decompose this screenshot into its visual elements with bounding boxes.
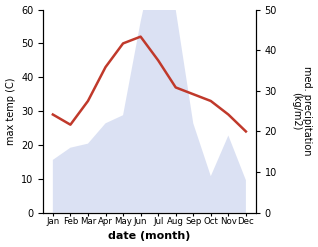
X-axis label: date (month): date (month)	[108, 231, 190, 242]
Y-axis label: max temp (C): max temp (C)	[5, 77, 16, 145]
Y-axis label: med. precipitation
(kg/m2): med. precipitation (kg/m2)	[291, 66, 313, 156]
